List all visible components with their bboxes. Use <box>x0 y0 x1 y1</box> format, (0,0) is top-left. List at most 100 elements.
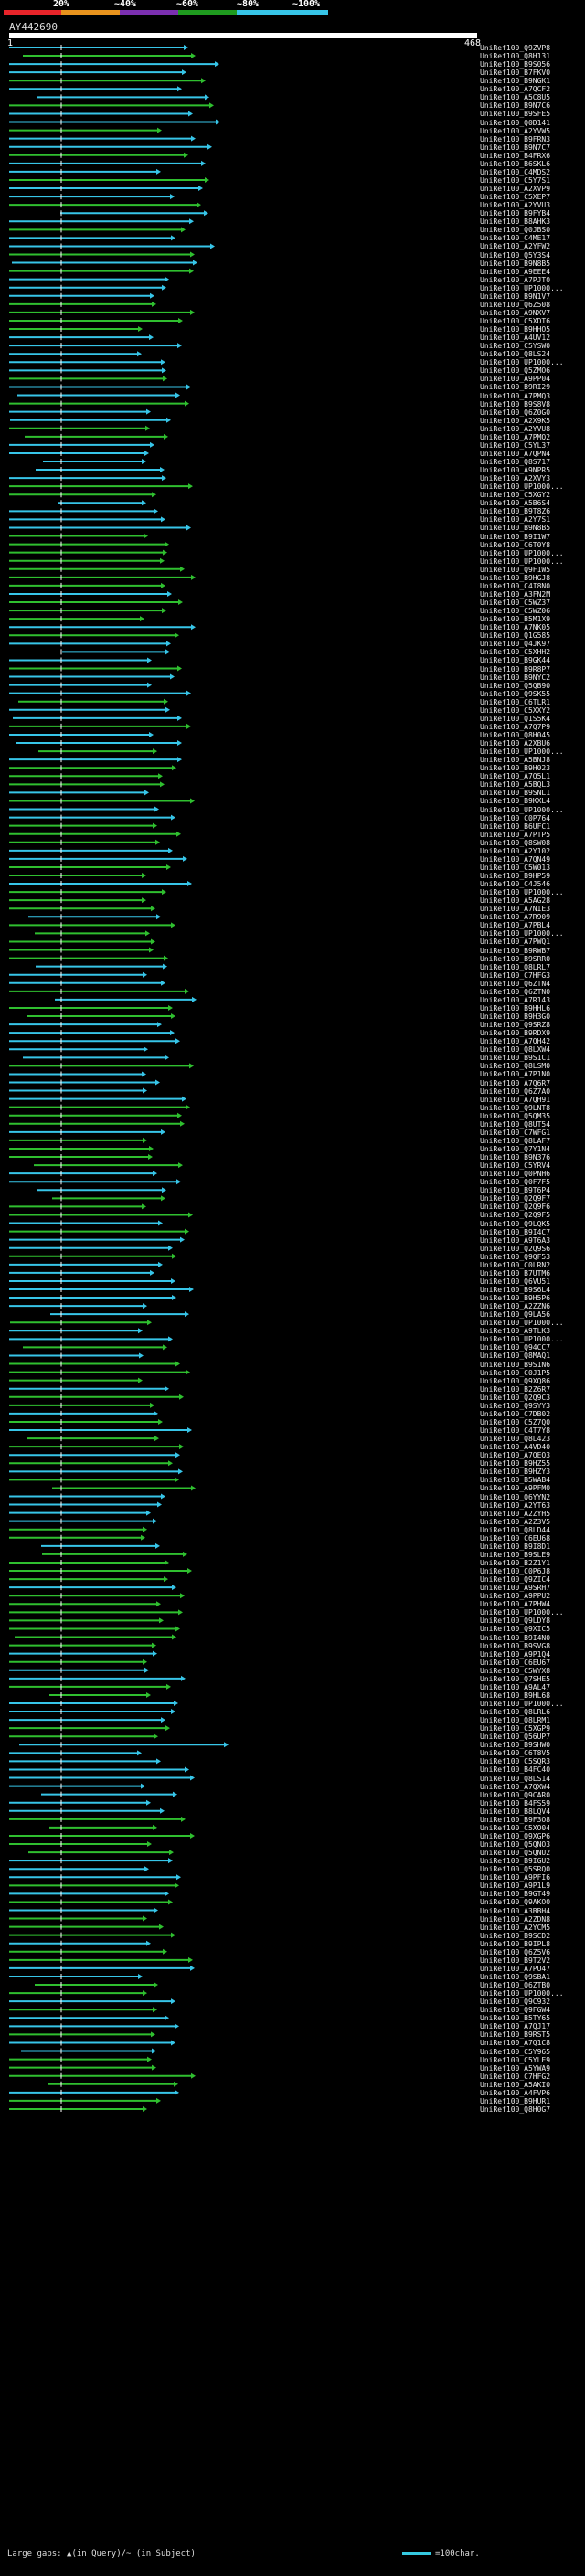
hit-label[interactable]: UniRef100_B9I4N0 <box>480 1633 551 1642</box>
hit-label[interactable]: UniRef100_A7QPN4 <box>480 449 551 458</box>
hit-label[interactable]: UniRef100_Q9XIC5 <box>480 1625 551 1634</box>
hit-label[interactable]: UniRef100_A2YT63 <box>480 1500 551 1510</box>
hit-label[interactable]: UniRef100_B5TY65 <box>480 2014 551 2023</box>
hit-label[interactable]: UniRef100_A9TLK3 <box>480 1327 551 1336</box>
hit-label[interactable]: UniRef100_B9I4C7 <box>480 1227 551 1236</box>
hit-label[interactable]: UniRef100_Q5QNU2 <box>480 1849 551 1858</box>
hit-label[interactable]: UniRef100_B9I1W7 <box>480 532 551 541</box>
hit-label[interactable]: UniRef100_A2YCM5 <box>480 1923 551 1932</box>
hit-label[interactable]: UniRef100_Q5QNO3 <box>480 1840 551 1850</box>
hit-label[interactable]: UniRef100_A7Q1C8 <box>480 2039 551 2048</box>
hit-label[interactable]: UniRef100_C5XXY2 <box>480 705 551 715</box>
hit-label[interactable]: UniRef100_Q0JBS0 <box>480 226 551 235</box>
hit-label[interactable]: UniRef100_Q1G585 <box>480 631 551 641</box>
hit-label[interactable]: UniRef100_Q8LRL7 <box>480 962 551 971</box>
hit-label[interactable]: UniRef100_Q6VU51 <box>480 1277 551 1286</box>
hit-label[interactable]: UniRef100_Q9LA56 <box>480 1310 551 1320</box>
hit-label[interactable]: UniRef100_A7NIE3 <box>480 905 551 914</box>
hit-label[interactable]: UniRef100_B9S056 <box>480 60 551 69</box>
hit-label[interactable]: UniRef100_B9S1N6 <box>480 1360 551 1369</box>
hit-label[interactable]: UniRef100_C4J546 <box>480 880 551 889</box>
hit-label[interactable]: UniRef100_A2Z3V5 <box>480 1517 551 1526</box>
hit-label[interactable]: UniRef100_B9HHO5 <box>480 325 551 334</box>
hit-label[interactable]: UniRef100_C0P6J8 <box>480 1567 551 1576</box>
hit-label[interactable]: UniRef100_Q9FGW4 <box>480 2006 551 2015</box>
hit-label[interactable]: UniRef100_A7QCF2 <box>480 85 551 94</box>
hit-label[interactable]: UniRef100_B9N1V7 <box>480 292 551 301</box>
hit-label[interactable]: UniRef100_A2XVY3 <box>480 474 551 483</box>
hit-label[interactable]: UniRef100_Q8LD44 <box>480 1525 551 1534</box>
hit-label[interactable]: UniRef100_Q2Q9C3 <box>480 1393 551 1402</box>
hit-label[interactable]: UniRef100_B9GK44 <box>480 656 551 665</box>
hit-label[interactable]: UniRef100_B9N7C7 <box>480 143 551 152</box>
hit-label[interactable]: UniRef100_C5W013 <box>480 863 551 872</box>
hit-label[interactable]: UniRef100_B9N376 <box>480 1153 551 1162</box>
hit-label[interactable]: UniRef100_C4ME17 <box>480 234 551 243</box>
hit-label[interactable]: UniRef100_Q6Z508 <box>480 300 551 309</box>
hit-label[interactable]: UniRef100_B9HP59 <box>480 872 551 880</box>
hit-label[interactable]: UniRef100_B9NGK1 <box>480 77 551 86</box>
hit-label[interactable]: UniRef100_Q8H131 <box>480 52 551 61</box>
hit-label[interactable]: UniRef100_UP1000... <box>480 805 564 814</box>
hit-label[interactable]: UniRef100_B9H023 <box>480 764 551 773</box>
hit-label[interactable]: UniRef100_Q8S717 <box>480 458 551 466</box>
hit-label[interactable]: UniRef100_Q8LS24 <box>480 350 551 359</box>
hit-label[interactable]: UniRef100_C5Y965 <box>480 2047 551 2056</box>
hit-label[interactable]: UniRef100_Q6YYN2 <box>480 1492 551 1501</box>
hit-label[interactable]: UniRef100_Q9LQK5 <box>480 1219 551 1228</box>
hit-label[interactable]: UniRef100_B9GT49 <box>480 1890 551 1899</box>
hit-label[interactable]: UniRef100_B9SRR0 <box>480 954 551 963</box>
hit-label[interactable]: UniRef100_A7QJ17 <box>480 2022 551 2031</box>
hit-label[interactable]: UniRef100_UP1000... <box>480 1608 564 1617</box>
hit-label[interactable]: UniRef100_B9FYB4 <box>480 209 551 218</box>
hit-label[interactable]: UniRef100_C0J1P5 <box>480 1368 551 1377</box>
hit-label[interactable]: UniRef100_B9HZY3 <box>480 1468 551 1477</box>
hit-label[interactable]: UniRef100_Q8LAF7 <box>480 1136 551 1145</box>
hit-label[interactable]: UniRef100_A7PMQ3 <box>480 391 551 400</box>
hit-label[interactable]: UniRef100_Q9C932 <box>480 1998 551 2007</box>
hit-label[interactable]: UniRef100_Q2Q9S6 <box>480 1244 551 1253</box>
hit-label[interactable]: UniRef100_A7QH91 <box>480 1095 551 1104</box>
hit-label[interactable]: UniRef100_Q9ZVP8 <box>480 44 551 52</box>
hit-label[interactable]: UniRef100_A2XBU6 <box>480 739 551 748</box>
hit-label[interactable]: UniRef100_A7PJT0 <box>480 275 551 284</box>
hit-label[interactable]: UniRef100_UP1000... <box>480 1700 564 1708</box>
hit-label[interactable]: UniRef100_A7QH42 <box>480 1037 551 1046</box>
hit-label[interactable]: UniRef100_C5WZ06 <box>480 607 551 616</box>
hit-label[interactable]: UniRef100_A7Q7P9 <box>480 722 551 731</box>
hit-label[interactable]: UniRef100_A2ZDN8 <box>480 1914 551 1924</box>
hit-label[interactable]: UniRef100_Q0D141 <box>480 118 551 127</box>
hit-label[interactable]: UniRef100_Q2Q9F6 <box>480 1203 551 1212</box>
hit-label[interactable]: UniRef100_A2Y102 <box>480 846 551 855</box>
hit-label[interactable]: UniRef100_A2YVW5 <box>480 126 551 135</box>
hit-label[interactable]: UniRef100_Q9ZIC4 <box>480 1575 551 1585</box>
hit-label[interactable]: UniRef100_B9SLE9 <box>480 1550 551 1559</box>
hit-label[interactable]: UniRef100_A3BBH4 <box>480 1906 551 1915</box>
hit-label[interactable]: UniRef100_C5YLE9 <box>480 2055 551 2064</box>
hit-label[interactable]: UniRef100_A7QXW4 <box>480 1782 551 1791</box>
hit-label[interactable]: UniRef100_A7QEQ3 <box>480 1451 551 1460</box>
hit-label[interactable]: UniRef100_Q9LNT8 <box>480 1103 551 1112</box>
hit-label[interactable]: UniRef100_A2X9K5 <box>480 416 551 425</box>
hit-label[interactable]: UniRef100_B6UFC1 <box>480 822 551 831</box>
hit-label[interactable]: UniRef100_B9H5P6 <box>480 1294 551 1303</box>
hit-label[interactable]: UniRef100_B9S1C1 <box>480 1054 551 1063</box>
hit-label[interactable]: UniRef100_A9PP04 <box>480 375 551 384</box>
hit-label[interactable]: UniRef100_Q2Q9F7 <box>480 1194 551 1203</box>
hit-label[interactable]: UniRef100_C5YSW0 <box>480 342 551 351</box>
hit-label[interactable]: UniRef100_A5AKI0 <box>480 2080 551 2089</box>
hit-label[interactable]: UniRef100_Q8UT54 <box>480 1119 551 1129</box>
hit-label[interactable]: UniRef100_A2XVP9 <box>480 185 551 194</box>
hit-label[interactable]: UniRef100_B9SCD2 <box>480 1931 551 1940</box>
hit-label[interactable]: UniRef100_C5SQR3 <box>480 1757 551 1766</box>
hit-label[interactable]: UniRef100_A7NK05 <box>480 623 551 632</box>
hit-label[interactable]: UniRef100_A2Y7S1 <box>480 515 551 525</box>
hit-label[interactable]: UniRef100_B9SNL1 <box>480 789 551 798</box>
hit-label[interactable]: UniRef100_A5B6S4 <box>480 499 551 508</box>
hit-label[interactable]: UniRef100_B9IGU2 <box>480 1857 551 1866</box>
hit-label[interactable]: UniRef100_Q8LXW4 <box>480 1045 551 1055</box>
hit-label[interactable]: UniRef100_C0P764 <box>480 813 551 822</box>
hit-label[interactable]: UniRef100_Q8LRM1 <box>480 1716 551 1725</box>
hit-label[interactable]: UniRef100_Q8H045 <box>480 730 551 739</box>
hit-label[interactable]: UniRef100_B9KXL4 <box>480 797 551 806</box>
